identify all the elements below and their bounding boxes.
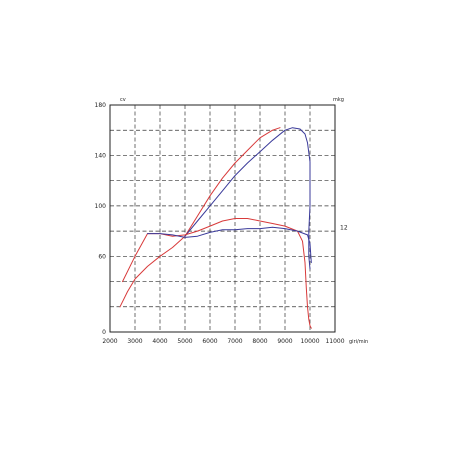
series-lines <box>119 127 312 329</box>
x-tick-label: 2000 <box>102 338 117 345</box>
power-line-2 <box>184 127 311 270</box>
y-tick-label: 60 <box>98 253 106 260</box>
x-unit-label: giri/min <box>349 339 368 345</box>
power-line-1 <box>119 127 281 308</box>
x-tick-label: 7000 <box>227 338 242 345</box>
tick-labels: 2000 3000 4000 5000 6000 7000 8000 9000 10000 110… <box>95 102 369 345</box>
y-left-unit-label: cv <box>120 97 126 103</box>
x-tick-label: 3000 <box>127 338 142 345</box>
y-right-unit-label: mkg <box>333 97 344 103</box>
x-tick-label: 9000 <box>277 338 292 345</box>
y-tick-label: 0 <box>102 329 106 336</box>
torque-line-4 <box>147 226 312 264</box>
y-tick-label: 180 <box>95 102 107 109</box>
y-right-tick-label: 12 <box>340 224 348 231</box>
x-tick-label: 4000 <box>152 338 167 345</box>
plot-frame <box>109 104 336 333</box>
x-tick-label: 10000 <box>300 338 319 345</box>
x-tick-label: 6000 <box>202 338 217 345</box>
torque-line-3 <box>122 218 312 329</box>
x-tick-label: 5000 <box>177 338 192 345</box>
x-tick-label: 8000 <box>252 338 267 345</box>
y-tick-label: 100 <box>95 203 107 210</box>
grid-lines <box>110 105 335 332</box>
x-tick-label: 11000 <box>325 338 344 345</box>
y-tick-label: 140 <box>95 152 107 159</box>
